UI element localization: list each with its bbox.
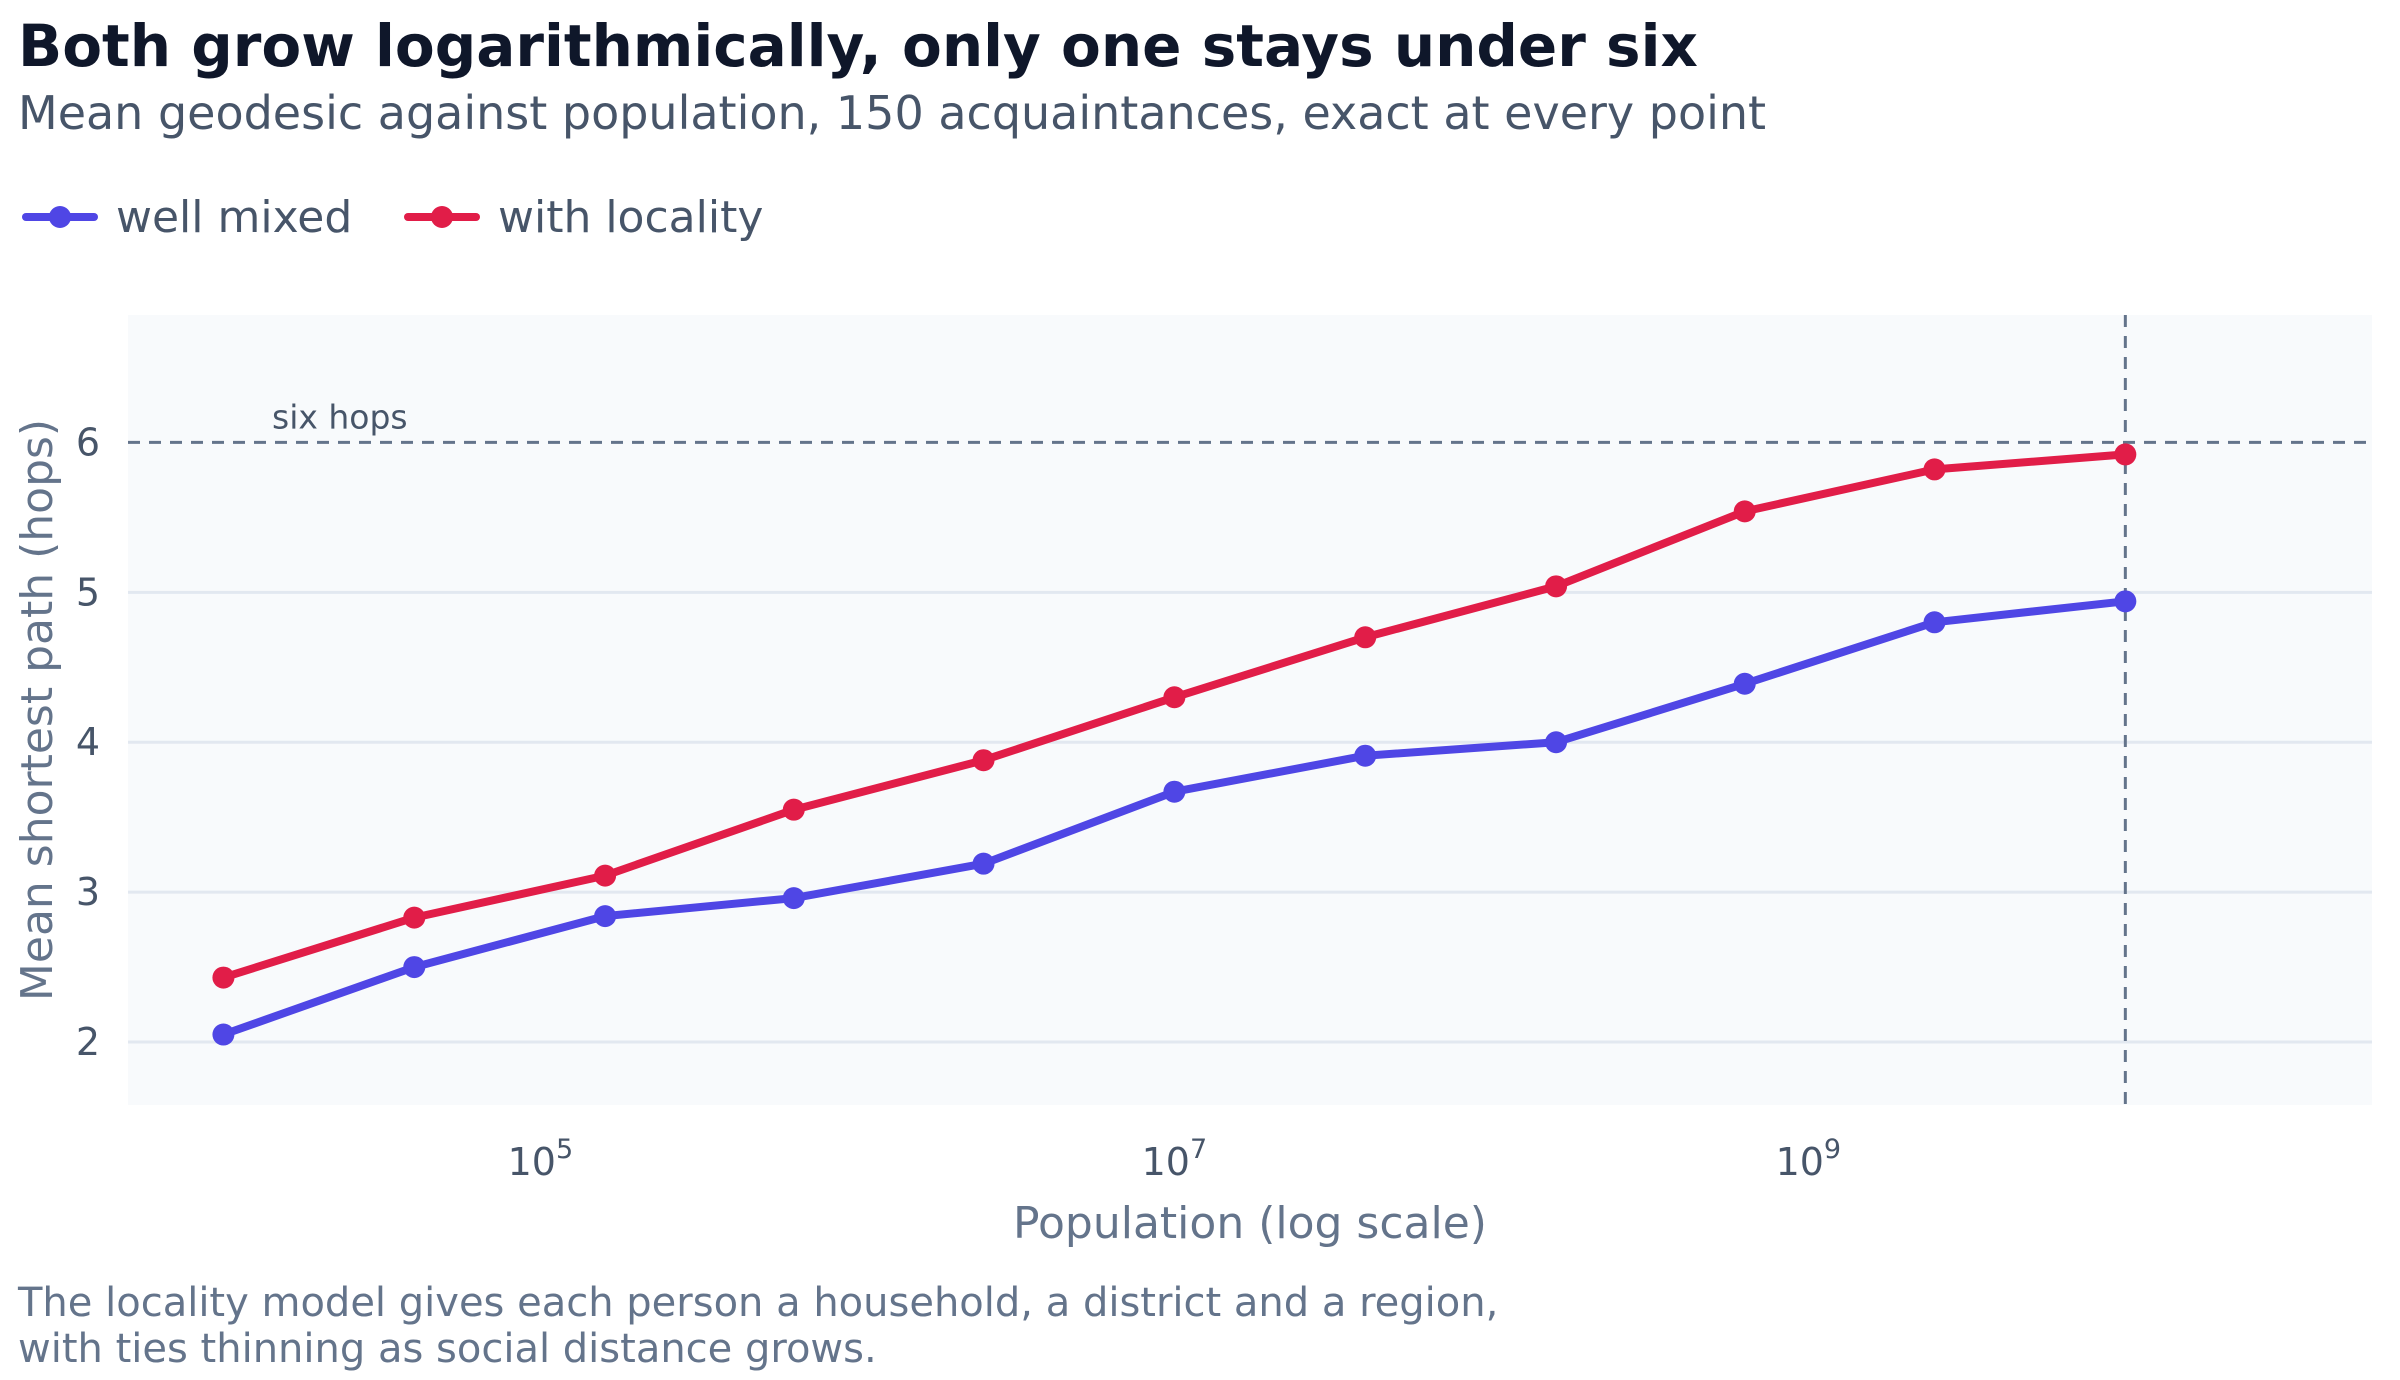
legend-label-with-locality: with locality	[498, 192, 763, 243]
data-point-with-locality	[1923, 458, 1945, 480]
data-point-with-locality	[1734, 500, 1756, 522]
data-point-with-locality	[403, 907, 425, 929]
data-point-well-mixed	[1163, 781, 1185, 803]
data-point-well-mixed	[212, 1024, 234, 1046]
data-point-well-mixed	[783, 887, 805, 909]
data-point-with-locality	[973, 749, 995, 771]
data-point-with-locality	[783, 799, 805, 821]
data-point-with-locality	[1163, 686, 1185, 708]
y-axis-label: Mean shortest path (hops)	[12, 419, 63, 1001]
data-point-well-mixed	[973, 853, 995, 875]
data-point-well-mixed	[1354, 745, 1376, 767]
data-point-well-mixed	[1923, 611, 1945, 633]
y-tick-label: 5	[76, 570, 100, 614]
data-point-with-locality	[1545, 575, 1567, 597]
data-point-well-mixed	[2114, 590, 2136, 612]
data-point-with-locality	[594, 865, 616, 887]
legend-marker-well-mixed	[49, 206, 71, 228]
data-point-well-mixed	[1545, 731, 1567, 753]
y-tick-label: 2	[76, 1020, 100, 1064]
data-point-well-mixed	[1734, 673, 1756, 695]
six-hops-label: six hops	[272, 397, 408, 436]
x-axis-label: Population (log scale)	[1013, 1198, 1487, 1249]
legend-marker-with-locality	[431, 206, 453, 228]
data-point-with-locality	[212, 967, 234, 989]
data-point-well-mixed	[594, 905, 616, 927]
y-tick-label: 3	[76, 870, 100, 914]
x-tick-label: 105	[508, 1134, 574, 1184]
plot-area	[128, 315, 2372, 1105]
x-tick-label: 109	[1776, 1134, 1842, 1184]
data-point-with-locality	[2114, 443, 2136, 465]
legend-label-well-mixed: well mixed	[116, 192, 352, 243]
chart-caption: The locality model gives each person a h…	[18, 1280, 1498, 1372]
caption-line-2: with ties thinning as social distance gr…	[18, 1326, 1498, 1372]
data-point-with-locality	[1354, 626, 1376, 648]
y-tick-label: 6	[76, 420, 100, 464]
y-tick-label: 4	[76, 720, 100, 764]
x-tick-label: 107	[1142, 1134, 1208, 1184]
caption-line-1: The locality model gives each person a h…	[18, 1280, 1498, 1326]
data-point-well-mixed	[403, 956, 425, 978]
